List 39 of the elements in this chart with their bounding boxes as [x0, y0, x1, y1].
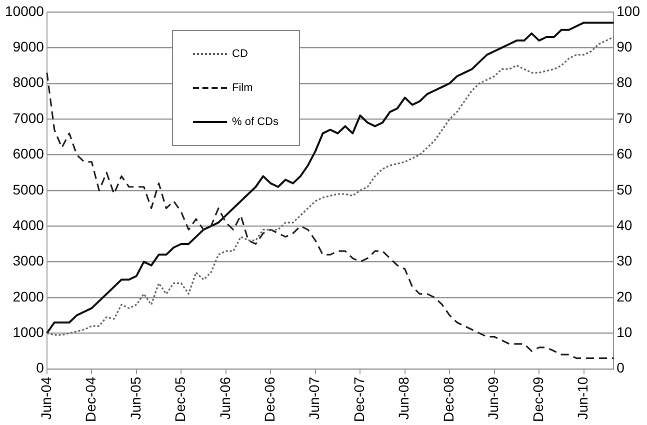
y2-tick-label: 80	[616, 74, 632, 90]
y-tick-label: 4000	[12, 216, 44, 233]
y-tick-label: 5000	[12, 181, 44, 198]
y2-tick-label: 10	[616, 324, 632, 340]
x-tick-label: Dec-09	[530, 376, 546, 422]
x-tick-label: Jun-07	[306, 376, 322, 420]
x-tick-label: Jun-08	[396, 376, 412, 420]
y-tick-label: 9000	[12, 38, 44, 55]
x-tick-label: Dec-05	[172, 376, 188, 422]
y2-tick-label: 70	[616, 110, 632, 126]
y2-tick-label: 60	[616, 146, 632, 162]
y-tick-label: 2000	[12, 288, 44, 304]
x-tick-label: Dec-04	[82, 376, 99, 422]
y2-tick-label: 0	[616, 360, 625, 376]
x-tick-label: Dec-06	[261, 376, 278, 422]
y-tick-label: 8000	[12, 74, 44, 90]
x-tick-label: Jun-09	[485, 376, 502, 420]
x-tick-label: Dec-08	[440, 376, 456, 422]
legend-label: % of CDs	[232, 116, 278, 128]
y-tick-label: 0	[36, 360, 44, 376]
y2-tick-label: 20	[616, 288, 632, 304]
y-tick-label: 1000	[12, 324, 44, 340]
y-tick-label: 6000	[12, 146, 44, 162]
x-tick-label: Jun-10	[574, 376, 591, 420]
y-tick-label: 7000	[12, 110, 44, 126]
x-tick-label: Jun-04	[38, 376, 54, 420]
x-tick-label: Dec-07	[350, 376, 367, 422]
y-tick-label: 3000	[12, 252, 44, 269]
legend-label: CD	[232, 48, 248, 60]
y2-tick-label: 30	[616, 252, 632, 269]
x-tick-label: Jun-06	[216, 376, 233, 420]
y2-tick-label: 90	[616, 38, 632, 55]
legend-label: Film	[232, 82, 253, 94]
y2-tick-label: 40	[616, 216, 632, 233]
y2-tick-label: 50	[616, 181, 632, 198]
y-tick-label: 10000	[4, 2, 44, 19]
y2-tick-label: 100	[616, 2, 640, 19]
line-series	[46, 72, 614, 359]
x-tick-label: Jun-05	[127, 376, 144, 420]
